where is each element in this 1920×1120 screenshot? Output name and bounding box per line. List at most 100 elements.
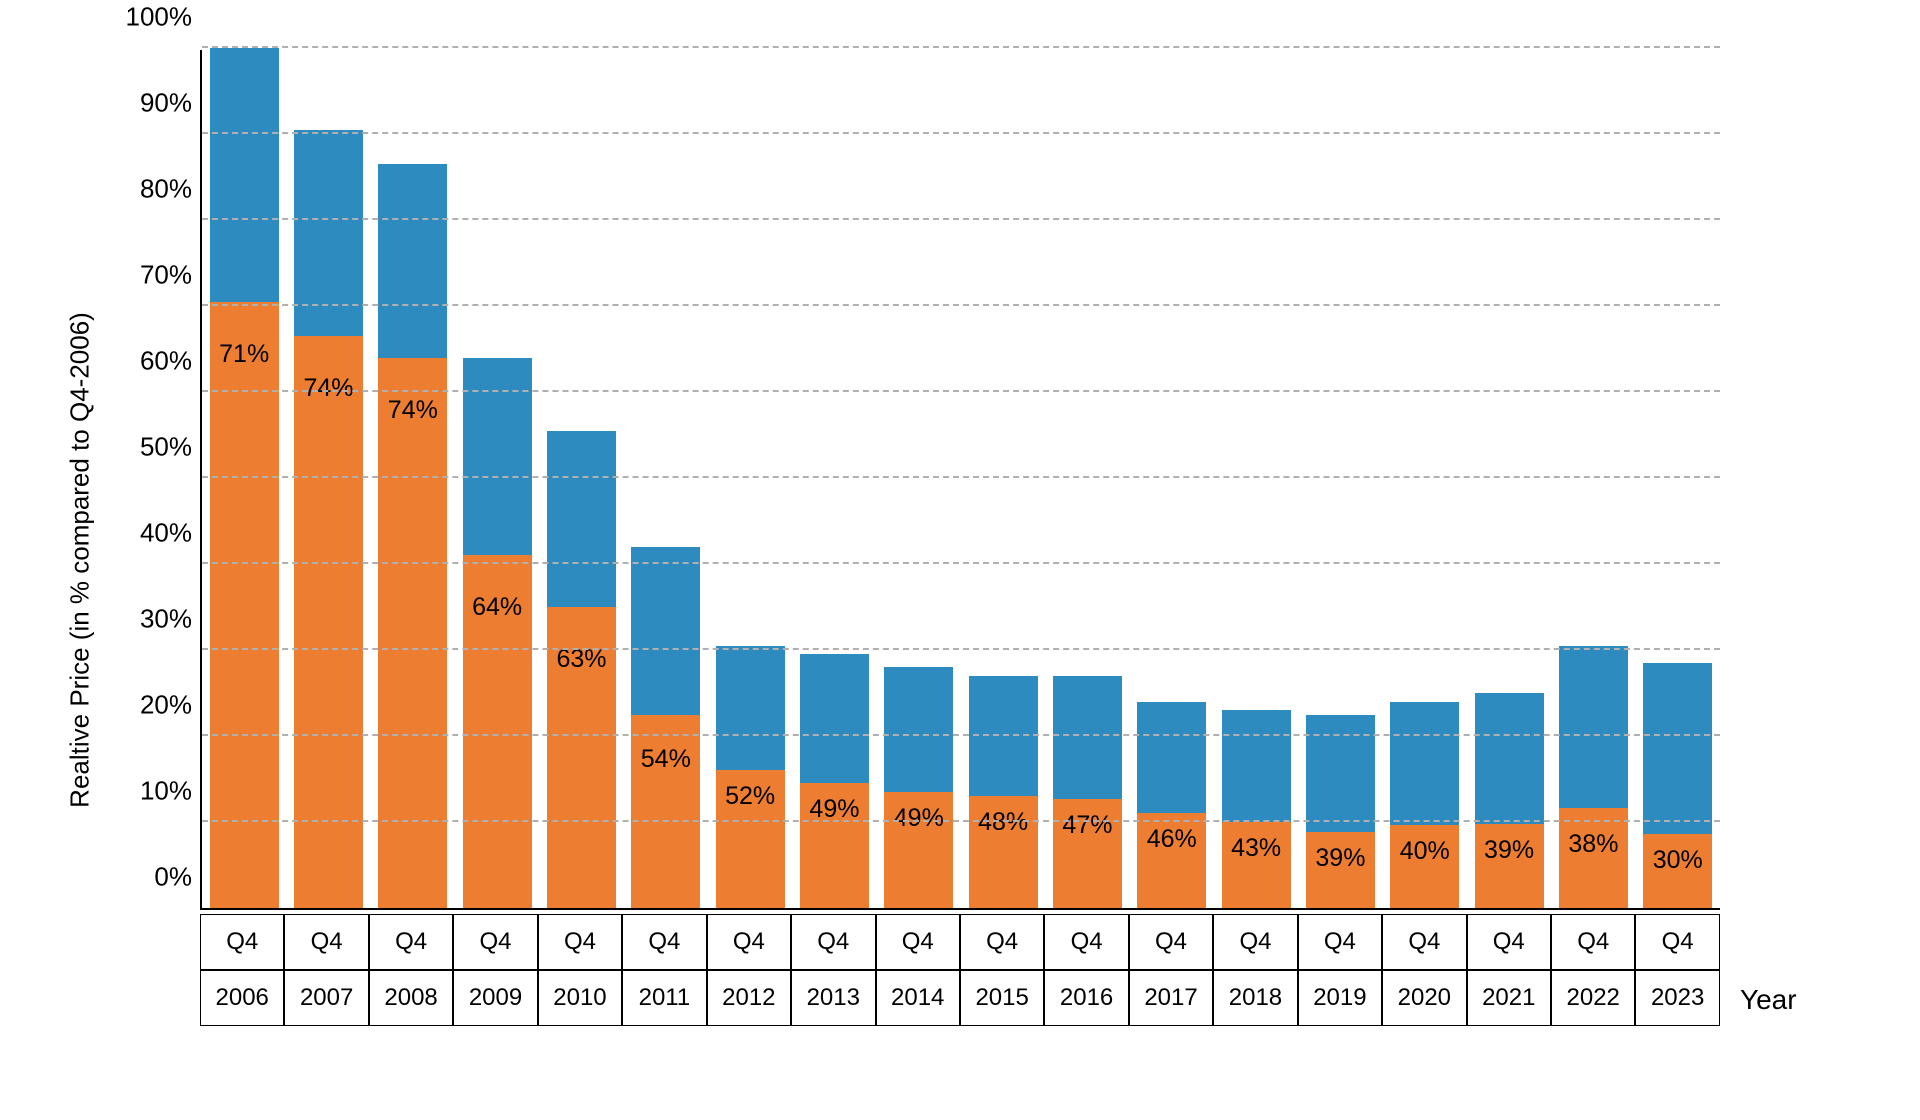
stacked-bar: 71% [210, 48, 279, 908]
x-axis-title: Year [1740, 984, 1797, 1016]
gridline [202, 820, 1720, 822]
bar-segment-bottom: 63% [547, 607, 616, 908]
x-quarter-cell: Q4 [1551, 914, 1635, 970]
bars-row: 71%74%74%64%63%54%52%49%49%48%47%46%43%3… [202, 50, 1720, 908]
bar-segment-bottom: 40% [1390, 825, 1459, 908]
bar-segment-bottom: 38% [1559, 808, 1628, 908]
stacked-bar: 48% [969, 676, 1038, 908]
gridline [202, 562, 1720, 564]
x-quarter-cell: Q4 [1129, 914, 1213, 970]
bar-slot: 46% [1130, 50, 1214, 908]
y-tick-label: 10% [140, 776, 202, 807]
bar-segment-bottom: 64% [463, 555, 532, 908]
x-year-cell: 2019 [1298, 970, 1382, 1026]
bar-slot: 49% [792, 50, 876, 908]
bar-percent-label: 52% [725, 782, 775, 811]
stacked-bar: 30% [1643, 663, 1712, 908]
x-year-cell: 2009 [453, 970, 537, 1026]
y-tick-label: 70% [140, 260, 202, 291]
bar-segment-top [210, 48, 279, 302]
stacked-bar: 74% [378, 164, 447, 908]
x-year-cell: 2014 [876, 970, 960, 1026]
bar-segment-bottom: 54% [631, 715, 700, 908]
x-year-cell: 2018 [1213, 970, 1297, 1026]
bar-segment-top [1137, 702, 1206, 814]
x-year-cell: 2010 [538, 970, 622, 1026]
stacked-bar: 54% [631, 547, 700, 908]
x-quarter-cell: Q4 [369, 914, 453, 970]
x-quarter-cell: Q4 [284, 914, 368, 970]
bar-percent-label: 49% [894, 804, 944, 833]
bar-percent-label: 48% [978, 808, 1028, 837]
x-year-cell: 2007 [284, 970, 368, 1026]
bar-segment-bottom: 48% [969, 796, 1038, 908]
stacked-bar: 38% [1559, 646, 1628, 908]
x-quarter-cell: Q4 [1467, 914, 1551, 970]
x-quarter-cell: Q4 [1635, 914, 1719, 970]
bar-slot: 39% [1298, 50, 1382, 908]
x-year-cell: 2020 [1382, 970, 1466, 1026]
bar-segment-bottom: 49% [800, 783, 869, 908]
x-axis-year-row: 2006200720082009201020112012201320142015… [200, 970, 1720, 1026]
bar-percent-label: 71% [219, 340, 269, 369]
bar-segment-top [378, 164, 447, 357]
bar-percent-label: 64% [472, 593, 522, 622]
bar-slot: 38% [1551, 50, 1635, 908]
bar-slot: 39% [1467, 50, 1551, 908]
bar-slot: 43% [1214, 50, 1298, 908]
bar-segment-bottom: 74% [294, 336, 363, 908]
bar-slot: 52% [708, 50, 792, 908]
relative-price-chart: Realtive Price (in % compared to Q4-2006… [60, 40, 1860, 1080]
x-year-cell: 2012 [707, 970, 791, 1026]
x-quarter-cell: Q4 [960, 914, 1044, 970]
x-year-cell: 2008 [369, 970, 453, 1026]
stacked-bar: 63% [547, 431, 616, 908]
bar-segment-top [1053, 676, 1122, 799]
bar-slot: 47% [1045, 50, 1129, 908]
x-quarter-cell: Q4 [453, 914, 537, 970]
bar-segment-top [1390, 702, 1459, 826]
bar-percent-label: 46% [1147, 825, 1197, 854]
bar-segment-top [1475, 693, 1544, 824]
x-quarter-cell: Q4 [876, 914, 960, 970]
bar-segment-top [631, 547, 700, 715]
y-tick-label: 20% [140, 690, 202, 721]
bar-segment-bottom: 30% [1643, 834, 1712, 908]
x-quarter-cell: Q4 [1298, 914, 1382, 970]
stacked-bar: 39% [1475, 693, 1544, 908]
y-tick-label: 90% [140, 88, 202, 119]
y-tick-label: 50% [140, 432, 202, 463]
bar-segment-bottom: 39% [1475, 824, 1544, 908]
bar-percent-label: 40% [1400, 837, 1450, 866]
bar-percent-label: 54% [641, 745, 691, 774]
bar-segment-top [1306, 715, 1375, 833]
x-quarter-cell: Q4 [538, 914, 622, 970]
bar-slot: 64% [455, 50, 539, 908]
bar-segment-top [800, 654, 869, 783]
x-quarter-cell: Q4 [622, 914, 706, 970]
bar-slot: 40% [1383, 50, 1467, 908]
bar-segment-bottom: 71% [210, 302, 279, 908]
y-tick-label: 30% [140, 604, 202, 635]
bar-percent-label: 38% [1568, 830, 1618, 859]
bar-segment-top [884, 667, 953, 792]
gridline [202, 734, 1720, 736]
bar-segment-bottom: 47% [1053, 799, 1122, 908]
y-tick-label: 100% [126, 2, 203, 33]
stacked-bar: 64% [463, 358, 532, 908]
bar-segment-top [716, 646, 785, 771]
stacked-bar: 49% [884, 667, 953, 908]
bar-percent-label: 74% [388, 396, 438, 425]
stacked-bar: 47% [1053, 676, 1122, 908]
stacked-bar: 49% [800, 654, 869, 908]
stacked-bar: 74% [294, 130, 363, 908]
bar-slot: 74% [371, 50, 455, 908]
y-tick-label: 40% [140, 518, 202, 549]
stacked-bar: 46% [1137, 702, 1206, 908]
x-quarter-cell: Q4 [1044, 914, 1128, 970]
bar-slot: 54% [624, 50, 708, 908]
bar-segment-bottom: 39% [1306, 832, 1375, 908]
stacked-bar: 43% [1222, 710, 1291, 908]
gridline [202, 304, 1720, 306]
y-tick-label: 0% [154, 862, 202, 893]
